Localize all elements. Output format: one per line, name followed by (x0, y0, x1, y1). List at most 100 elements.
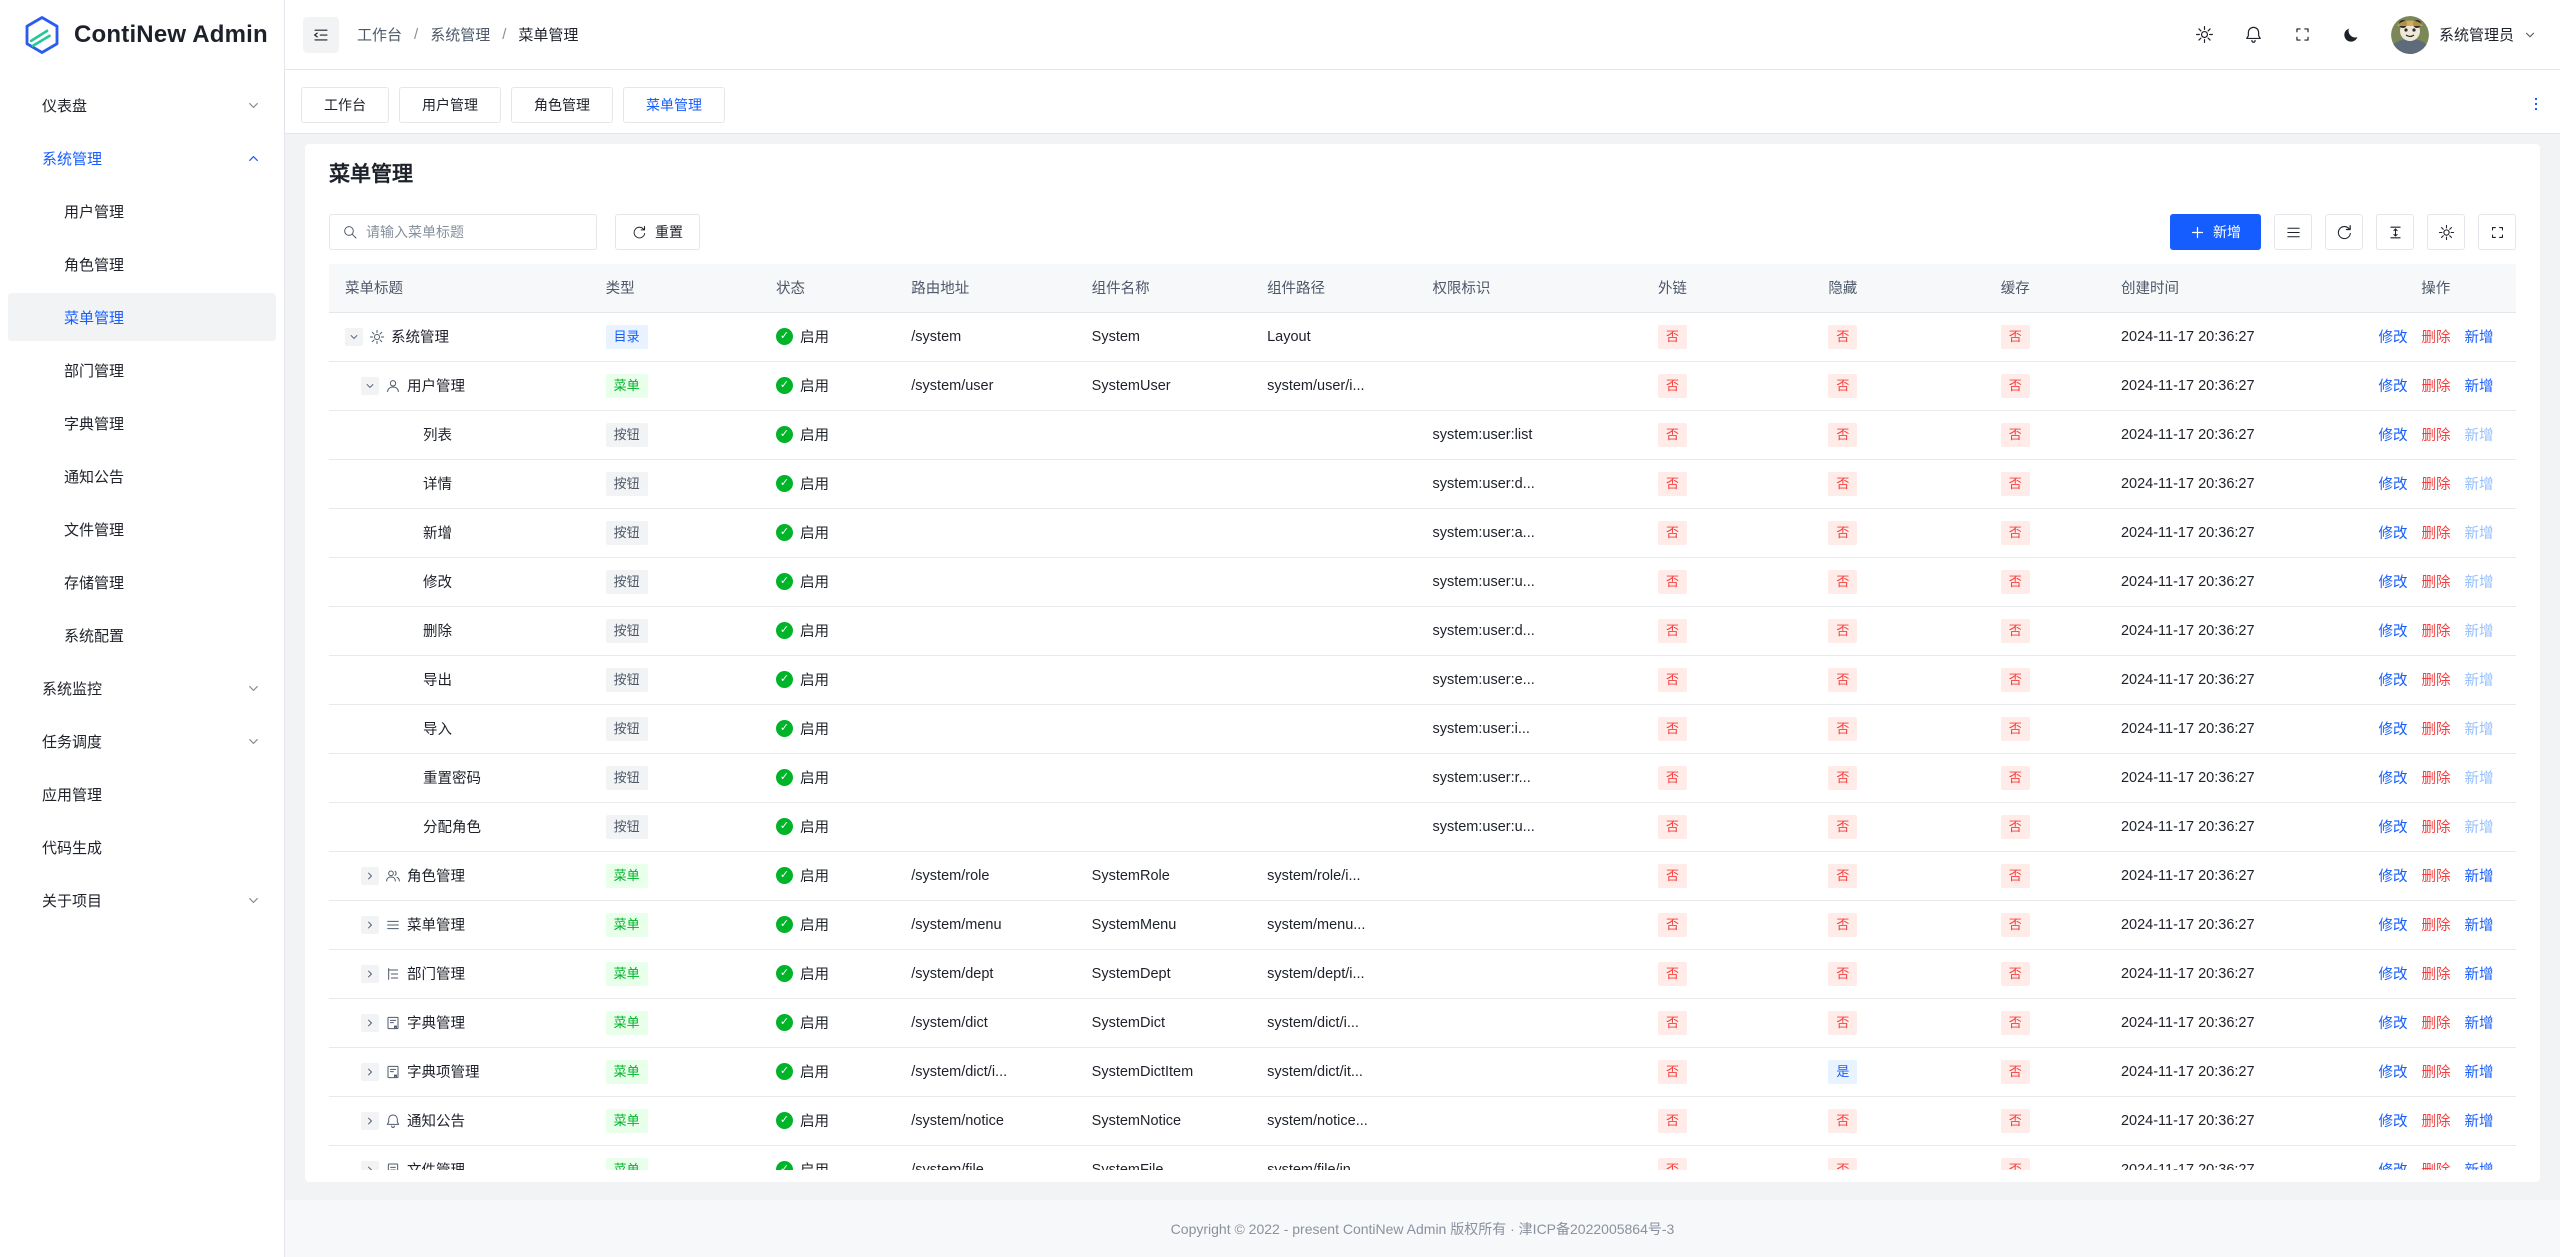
edit-link[interactable]: 修改 (2379, 1114, 2408, 1130)
expand-down-icon[interactable] (345, 328, 363, 346)
route-cell (895, 557, 1075, 606)
sidebar-item[interactable]: 文件管理 (8, 505, 276, 553)
delete-link[interactable]: 删除 (2422, 869, 2451, 885)
table-refresh-button[interactable] (2325, 214, 2363, 250)
edit-link[interactable]: 修改 (2379, 624, 2408, 640)
add-button[interactable]: 新增 (2170, 214, 2261, 250)
edit-link[interactable]: 修改 (2379, 869, 2408, 885)
delete-link[interactable]: 删除 (2422, 967, 2451, 983)
permission-cell: system:user:list (1416, 410, 1642, 459)
no-tag: 否 (2001, 570, 2030, 594)
add-link[interactable]: 新增 (2465, 1016, 2494, 1032)
sidebar-item[interactable]: 代码生成 (8, 823, 276, 871)
edit-link[interactable]: 修改 (2379, 673, 2408, 689)
edit-link[interactable]: 修改 (2379, 477, 2408, 493)
sidebar-item[interactable]: 系统监控 (8, 664, 276, 712)
sidebar-collapse-button[interactable] (303, 17, 339, 53)
tab-more-button[interactable] (2528, 96, 2544, 112)
delete-link[interactable]: 删除 (2422, 722, 2451, 738)
row-height-button[interactable] (2376, 214, 2414, 250)
sidebar-item[interactable]: 应用管理 (8, 770, 276, 818)
expand-right-icon[interactable] (361, 965, 379, 983)
route-cell: /system/file (895, 1145, 1075, 1170)
column-settings-button[interactable] (2427, 214, 2465, 250)
reset-button[interactable]: 重置 (615, 214, 700, 250)
component-path-cell (1251, 410, 1416, 459)
breadcrumb-item[interactable]: 系统管理 (430, 24, 490, 45)
fullscreen-icon[interactable] (2293, 25, 2312, 44)
delete-link[interactable]: 删除 (2422, 526, 2451, 542)
breadcrumb-item[interactable]: 工作台 (357, 24, 402, 45)
edit-link[interactable]: 修改 (2379, 1016, 2408, 1032)
tab[interactable]: 工作台 (301, 87, 389, 123)
edit-link[interactable]: 修改 (2379, 1163, 2408, 1170)
edit-link[interactable]: 修改 (2379, 820, 2408, 836)
sidebar-item[interactable]: 用户管理 (8, 187, 276, 235)
sidebar-item[interactable]: 仪表盘 (8, 81, 276, 129)
add-link[interactable]: 新增 (2465, 1114, 2494, 1130)
toolbar: 重置 新增 (329, 214, 2516, 250)
sidebar-item[interactable]: 部门管理 (8, 346, 276, 394)
add-link[interactable]: 新增 (2465, 379, 2494, 395)
sidebar-item-label: 应用管理 (42, 784, 260, 805)
edit-link[interactable]: 修改 (2379, 330, 2408, 346)
tab[interactable]: 菜单管理 (623, 87, 725, 123)
sidebar-item[interactable]: 菜单管理 (8, 293, 276, 341)
edit-link[interactable]: 修改 (2379, 771, 2408, 787)
sidebar-item[interactable]: 通知公告 (8, 452, 276, 500)
sidebar-item[interactable]: 系统管理 (8, 134, 276, 182)
expand-right-icon[interactable] (361, 1112, 379, 1130)
edit-link[interactable]: 修改 (2379, 1065, 2408, 1081)
created-time-cell: 2024-11-17 20:36:27 (2105, 1145, 2356, 1170)
add-link[interactable]: 新增 (2465, 918, 2494, 934)
expand-right-icon[interactable] (361, 1161, 379, 1171)
delete-link[interactable]: 删除 (2422, 820, 2451, 836)
sidebar-item[interactable]: 字典管理 (8, 399, 276, 447)
edit-link[interactable]: 修改 (2379, 967, 2408, 983)
add-link[interactable]: 新增 (2465, 1065, 2494, 1081)
tab[interactable]: 角色管理 (511, 87, 613, 123)
delete-link[interactable]: 删除 (2422, 1065, 2451, 1081)
delete-link[interactable]: 删除 (2422, 477, 2451, 493)
table-fullscreen-button[interactable] (2478, 214, 2516, 250)
delete-link[interactable]: 删除 (2422, 330, 2451, 346)
edit-link[interactable]: 修改 (2379, 918, 2408, 934)
sidebar-item[interactable]: 存储管理 (8, 558, 276, 606)
add-link[interactable]: 新增 (2465, 869, 2494, 885)
user-menu[interactable]: 系统管理员 (2391, 16, 2536, 54)
tab[interactable]: 用户管理 (399, 87, 501, 123)
sidebar-item[interactable]: 关于项目 (8, 876, 276, 924)
edit-link[interactable]: 修改 (2379, 379, 2408, 395)
edit-link[interactable]: 修改 (2379, 722, 2408, 738)
add-link[interactable]: 新增 (2465, 330, 2494, 346)
table-row: 系统管理目录✓启用/systemSystemLayout否否否2024-11-1… (329, 312, 2516, 361)
expand-right-icon[interactable] (361, 916, 379, 934)
delete-link[interactable]: 删除 (2422, 1163, 2451, 1170)
edit-link[interactable]: 修改 (2379, 428, 2408, 444)
edit-link[interactable]: 修改 (2379, 526, 2408, 542)
expand-down-icon[interactable] (361, 377, 379, 395)
delete-link[interactable]: 删除 (2422, 771, 2451, 787)
delete-link[interactable]: 删除 (2422, 1016, 2451, 1032)
delete-link[interactable]: 删除 (2422, 379, 2451, 395)
add-link[interactable]: 新增 (2465, 967, 2494, 983)
settings-icon[interactable] (2195, 25, 2214, 44)
moon-icon[interactable] (2342, 25, 2361, 44)
sidebar-item[interactable]: 任务调度 (8, 717, 276, 765)
edit-link[interactable]: 修改 (2379, 575, 2408, 591)
expand-right-icon[interactable] (361, 1014, 379, 1032)
search-input[interactable] (366, 224, 584, 240)
delete-link[interactable]: 删除 (2422, 1114, 2451, 1130)
batch-operation-button[interactable] (2274, 214, 2312, 250)
add-link[interactable]: 新增 (2465, 1163, 2494, 1170)
delete-link[interactable]: 删除 (2422, 428, 2451, 444)
expand-right-icon[interactable] (361, 1063, 379, 1081)
expand-right-icon[interactable] (361, 867, 379, 885)
bell-icon[interactable] (2244, 25, 2263, 44)
sidebar-item[interactable]: 角色管理 (8, 240, 276, 288)
sidebar-item[interactable]: 系统配置 (8, 611, 276, 659)
delete-link[interactable]: 删除 (2422, 918, 2451, 934)
delete-link[interactable]: 删除 (2422, 624, 2451, 640)
delete-link[interactable]: 删除 (2422, 673, 2451, 689)
delete-link[interactable]: 删除 (2422, 575, 2451, 591)
